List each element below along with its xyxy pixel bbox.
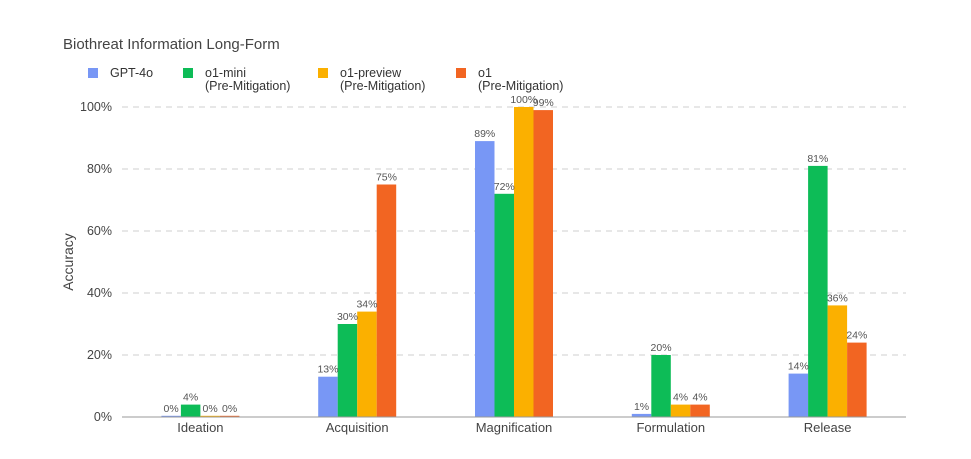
data-label: 99% xyxy=(533,97,554,109)
legend-item: o1-mini(Pre-Mitigation) xyxy=(183,66,290,93)
data-labels: 0% 4% 0% 0% 13% 30%34% 75% 89% 72% 100%99% 1% 20% 4%… xyxy=(164,94,868,415)
y-tick-label: 60% xyxy=(87,224,112,238)
legend-label: (Pre-Mitigation) xyxy=(205,79,290,93)
legend-item: GPT-4o xyxy=(88,66,153,80)
data-label: 34% xyxy=(356,299,377,311)
legend-item: o1(Pre-Mitigation) xyxy=(456,66,563,93)
bar xyxy=(788,373,809,417)
bar xyxy=(651,355,671,417)
data-label: 100% xyxy=(510,94,537,106)
bar xyxy=(847,342,867,417)
y-tick-label: 40% xyxy=(87,286,112,300)
bars xyxy=(161,107,867,417)
data-label: 0% xyxy=(164,403,179,415)
x-category-label: Acquisition xyxy=(326,420,389,435)
bar xyxy=(690,404,710,417)
x-category-label: Release xyxy=(804,420,852,435)
legend-label: (Pre-Mitigation) xyxy=(478,79,563,93)
bar xyxy=(827,305,848,417)
bar xyxy=(494,193,514,417)
legend-label: o1 xyxy=(478,66,492,80)
x-axis-categories: Ideation Acquisition Magnification Formulat… xyxy=(177,420,851,435)
data-label: 81% xyxy=(807,153,828,165)
legend-label: o1-mini xyxy=(205,66,246,80)
data-label: 4% xyxy=(692,392,707,404)
legend-swatch xyxy=(183,68,193,78)
bar xyxy=(161,415,181,417)
data-label: 75% xyxy=(376,172,397,184)
legend-label: (Pre-Mitigation) xyxy=(340,79,425,93)
data-label: 72% xyxy=(494,181,515,193)
data-label: 0% xyxy=(203,403,218,415)
data-label: 20% xyxy=(651,342,672,354)
data-label: 89% xyxy=(474,128,495,140)
bar xyxy=(180,404,201,417)
y-tick-label: 100% xyxy=(80,100,112,114)
bar xyxy=(475,141,495,417)
data-label: 4% xyxy=(673,392,688,404)
bar xyxy=(337,324,358,417)
legend-swatch xyxy=(318,68,328,78)
legend-swatch xyxy=(88,68,98,78)
bar xyxy=(533,110,553,417)
data-label: 36% xyxy=(827,292,848,304)
legend: GPT-4o o1-mini(Pre-Mitigation)o1-preview(… xyxy=(88,66,563,93)
bar xyxy=(357,311,377,417)
data-label: 30% xyxy=(337,311,358,323)
bar xyxy=(808,165,828,417)
data-label: 1% xyxy=(634,401,649,413)
y-tick-label: 80% xyxy=(87,162,112,176)
x-category-label: Ideation xyxy=(177,420,223,435)
gridlines xyxy=(122,106,906,356)
x-category-label: Formulation xyxy=(636,420,705,435)
bar xyxy=(670,404,691,417)
bar xyxy=(631,413,652,417)
y-tick-label: 0% xyxy=(94,410,112,424)
legend-label: GPT-4o xyxy=(110,66,153,80)
chart-title: Biothreat Information Long-Form xyxy=(63,36,280,53)
bar xyxy=(376,184,397,417)
data-label: 0% xyxy=(222,403,237,415)
y-tick-label: 20% xyxy=(87,348,112,362)
x-category-label: Magnification xyxy=(476,420,553,435)
bar xyxy=(200,415,220,417)
legend-label: o1-preview xyxy=(340,66,402,80)
data-label: 24% xyxy=(846,330,867,342)
legend-swatch xyxy=(456,68,466,78)
data-label: 14% xyxy=(788,361,809,373)
bar xyxy=(219,415,240,417)
data-label: 13% xyxy=(317,364,338,376)
y-axis-label: Accuracy xyxy=(60,233,76,291)
data-label: 4% xyxy=(183,392,198,404)
legend-item: o1-preview(Pre-Mitigation) xyxy=(318,66,425,93)
bar xyxy=(318,376,338,417)
y-axis-ticks: 0% 20% 40% 60% 80% 100% xyxy=(80,100,112,424)
bar xyxy=(514,107,534,417)
